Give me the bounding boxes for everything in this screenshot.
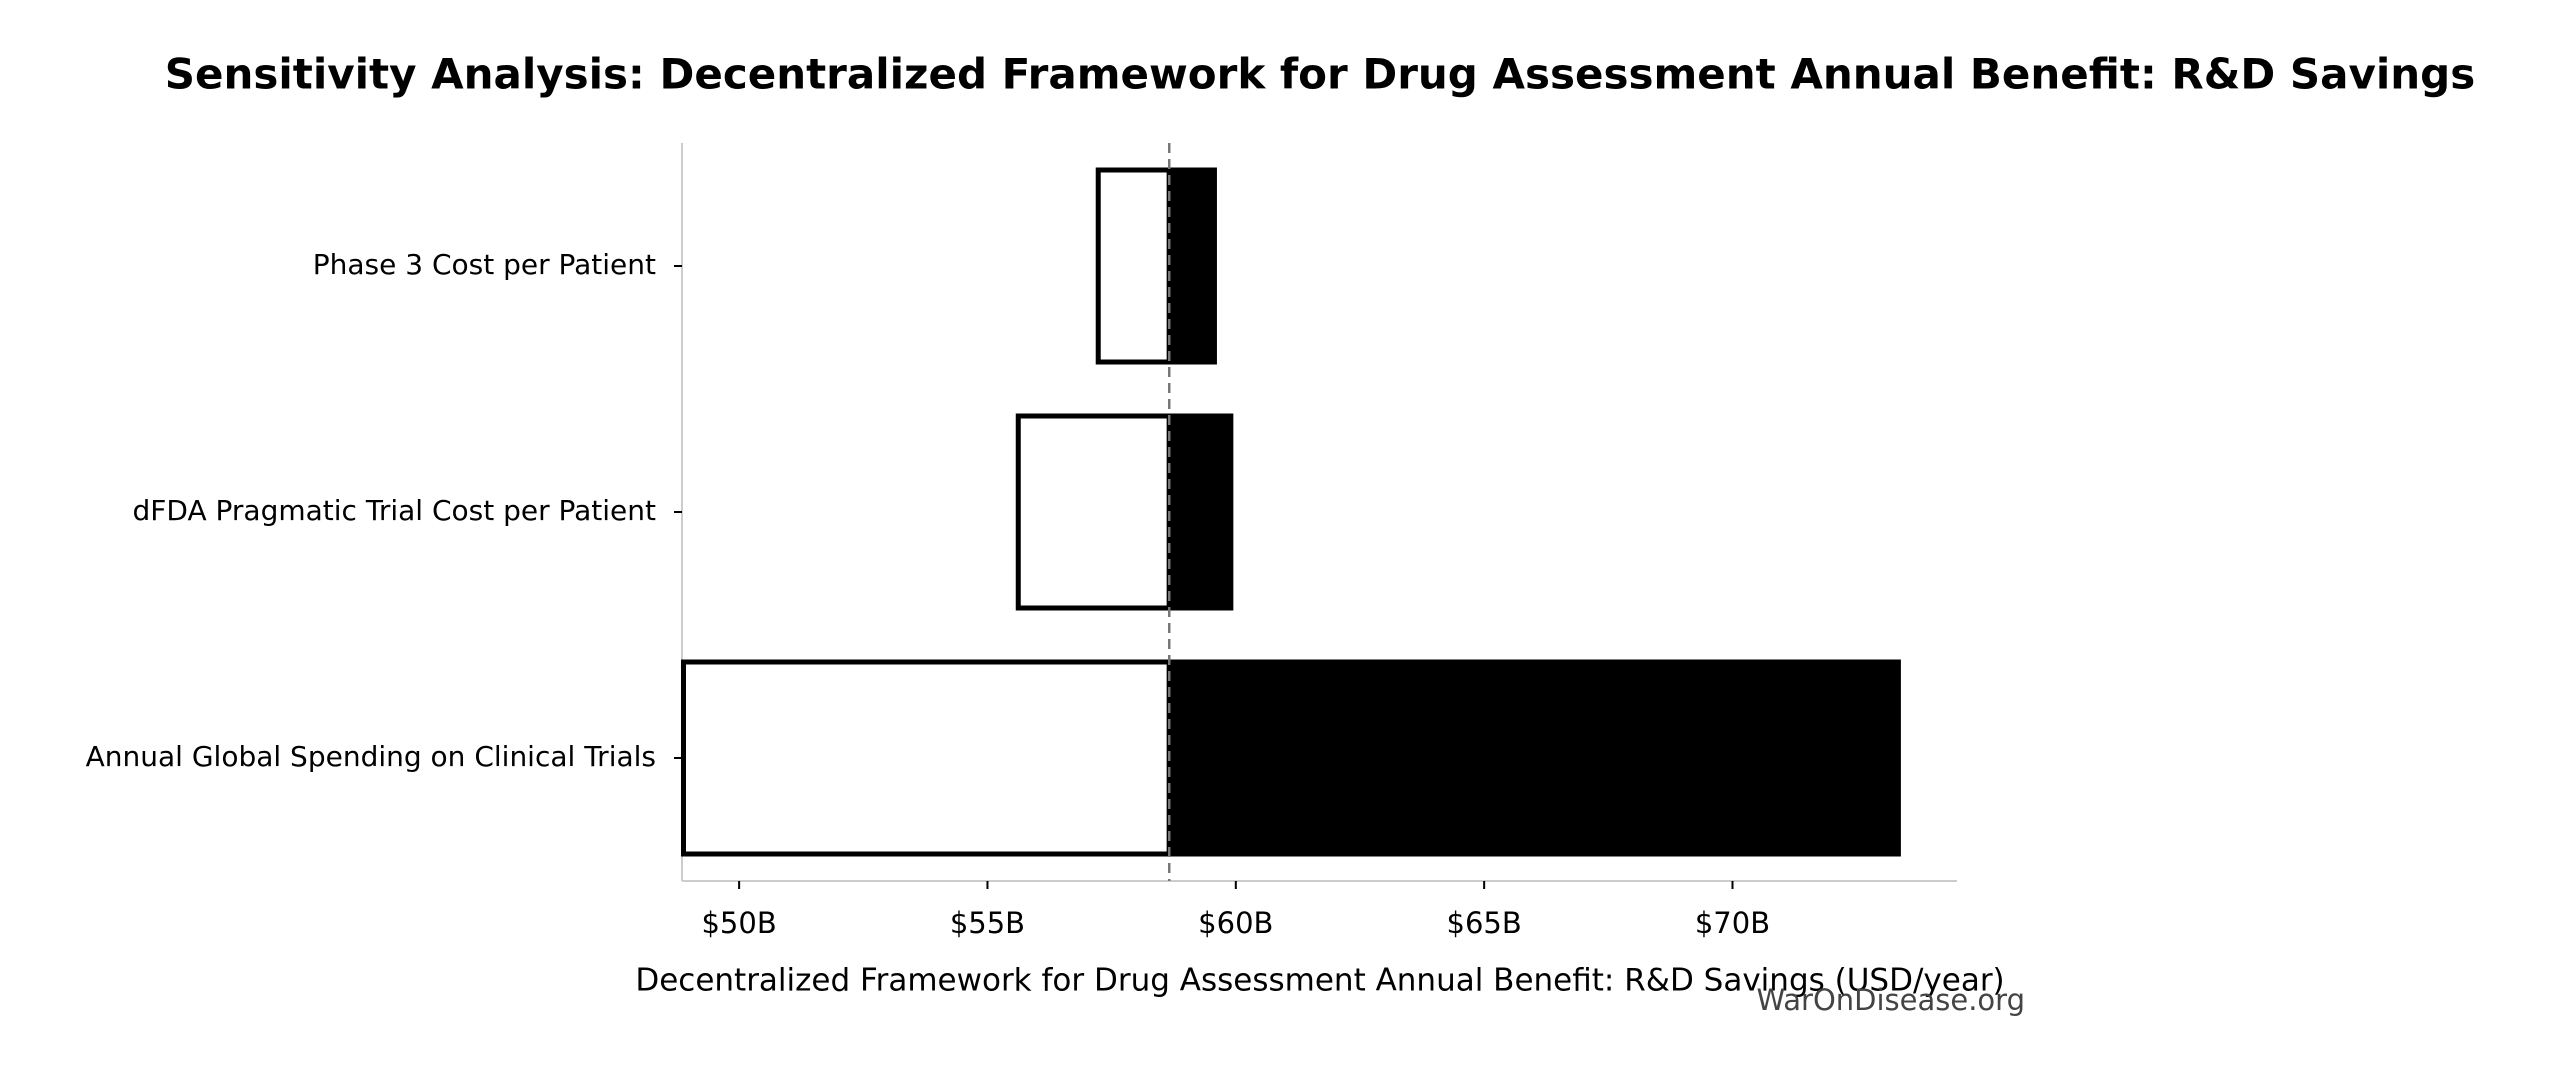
bar — [680, 659, 1172, 857]
bar — [1166, 167, 1217, 365]
x-tick-label: $50B — [701, 906, 776, 940]
bar — [1166, 413, 1234, 611]
chart-title: Sensitivity Analysis: Decentralized Fram… — [165, 50, 2475, 99]
bar — [1166, 659, 1901, 857]
bar — [1015, 413, 1172, 611]
y-tick-label: dFDA Pragmatic Trial Cost per Patient — [133, 494, 657, 527]
x-tick-label: $65B — [1447, 906, 1522, 940]
x-axis-label: Decentralized Framework for Drug Assessm… — [635, 963, 2004, 999]
x-tick-label: $60B — [1198, 906, 1273, 940]
y-tick-label: Phase 3 Cost per Patient — [313, 248, 656, 281]
x-tick-label: $70B — [1695, 906, 1770, 940]
watermark: WarOnDisease.org — [1756, 983, 2025, 1017]
x-tick-label: $55B — [950, 906, 1025, 940]
bar — [1095, 167, 1172, 365]
y-tick-label: Annual Global Spending on Clinical Trial… — [86, 740, 656, 773]
